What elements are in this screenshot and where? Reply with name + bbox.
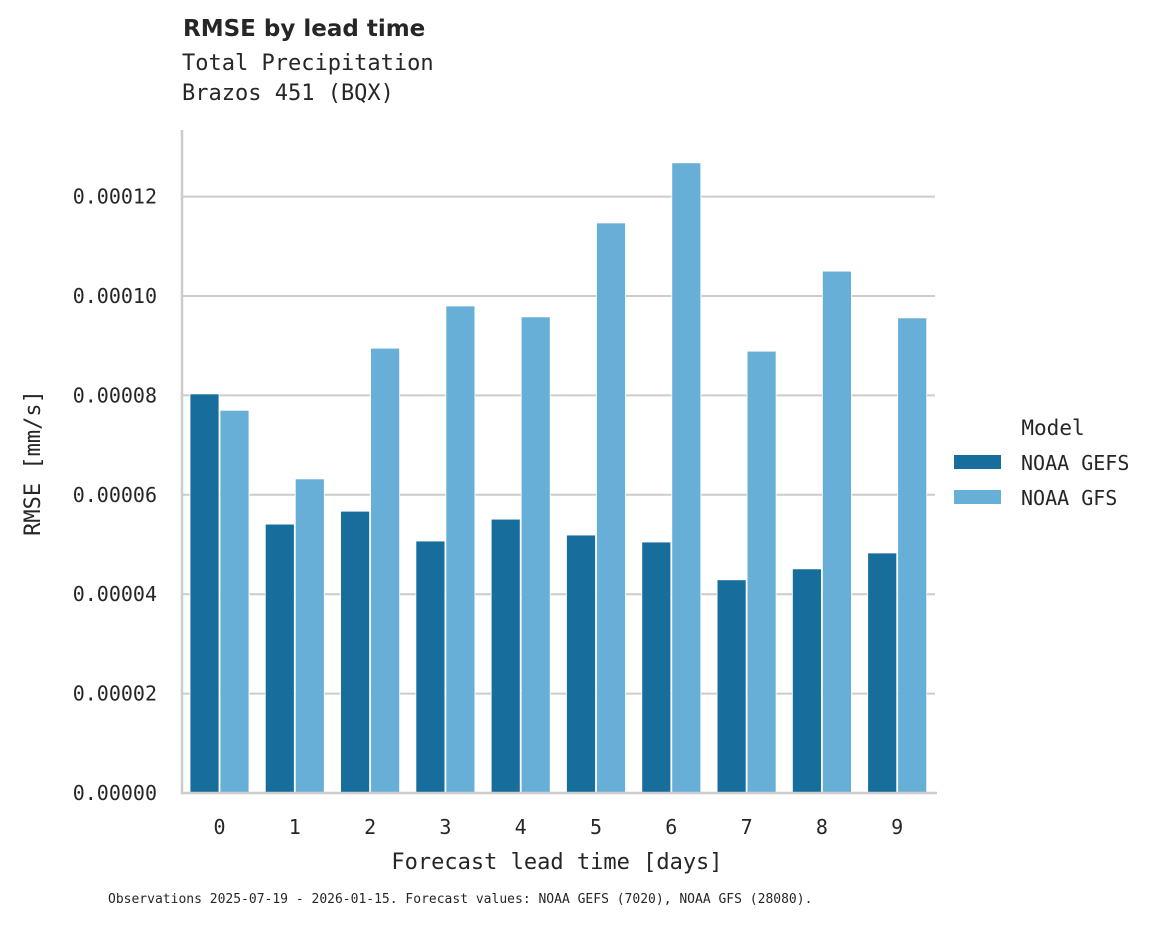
legend-swatch-gefs: [954, 455, 1001, 469]
bar-gefs: [340, 510, 371, 794]
bar-gfs: [822, 270, 852, 794]
legend-label-gefs: NOAA GEFS: [1021, 451, 1129, 475]
bar-gfs: [746, 350, 777, 794]
bar-gefs: [415, 540, 446, 794]
x-tick-label: 9: [891, 815, 903, 839]
bar-gefs: [264, 523, 295, 794]
bar-gfs: [671, 162, 702, 794]
chart-subtitle-station: Brazos 451 (BQX): [182, 81, 394, 106]
bar-gfs: [445, 305, 476, 794]
axes-spines: [180, 130, 937, 795]
bar-gfs: [370, 347, 401, 794]
bars: [189, 162, 928, 794]
x-tick-label: 1: [289, 815, 301, 839]
bar-gefs: [189, 393, 220, 794]
bar-gefs: [867, 552, 898, 794]
legend-title: Model: [1021, 416, 1084, 440]
chart-title: RMSE by lead time: [183, 16, 426, 42]
x-tick-label: 0: [213, 815, 225, 839]
y-tick-label: 0.00000: [73, 781, 157, 805]
bar-gefs: [490, 518, 521, 794]
legend-swatch-gfs: [954, 490, 1001, 504]
x-axis-label: Forecast lead time [days]: [391, 850, 722, 875]
bar-gefs: [566, 534, 596, 794]
bar-gfs: [596, 222, 626, 794]
chart-subtitle-variable: Total Precipitation: [182, 51, 434, 76]
x-tick-label: 4: [515, 815, 527, 839]
y-tick-label: 0.00010: [73, 284, 157, 308]
x-tick-label: 6: [665, 815, 677, 839]
x-tick-label: 8: [816, 815, 828, 839]
bar-gefs: [792, 568, 822, 794]
y-tick-label: 0.00006: [73, 483, 157, 507]
x-tick-label: 7: [741, 815, 753, 839]
y-tick-label: 0.00012: [73, 185, 157, 209]
bar-gfs: [294, 478, 325, 794]
y-tick-label: 0.00008: [73, 383, 157, 407]
bar-gfs: [897, 317, 928, 794]
y-tick-labels: 0.00000 0.00002 0.00004 0.00006 0.00008 0.000…: [73, 185, 157, 805]
y-tick-label: 0.00002: [73, 682, 157, 706]
bar-gfs: [219, 409, 250, 794]
legend: Model NOAA GEFS NOAA GFS: [954, 416, 1129, 510]
y-tick-label: 0.00004: [73, 582, 157, 606]
x-tick-label: 3: [439, 815, 451, 839]
y-axis-label: RMSE [mm/s]: [21, 390, 46, 536]
x-tick-labels: 0 1 2 3 4 5 6 7 8 9: [213, 815, 903, 839]
legend-label-gfs: NOAA GFS: [1021, 486, 1117, 510]
bar-gefs: [641, 541, 672, 794]
bar-gefs: [716, 579, 747, 794]
bar-gfs: [520, 316, 551, 794]
x-tick-label: 5: [590, 815, 602, 839]
x-tick-label: 2: [364, 815, 376, 839]
footer-note: Observations 2025-07-19 - 2026-01-15. Fo…: [108, 892, 813, 907]
